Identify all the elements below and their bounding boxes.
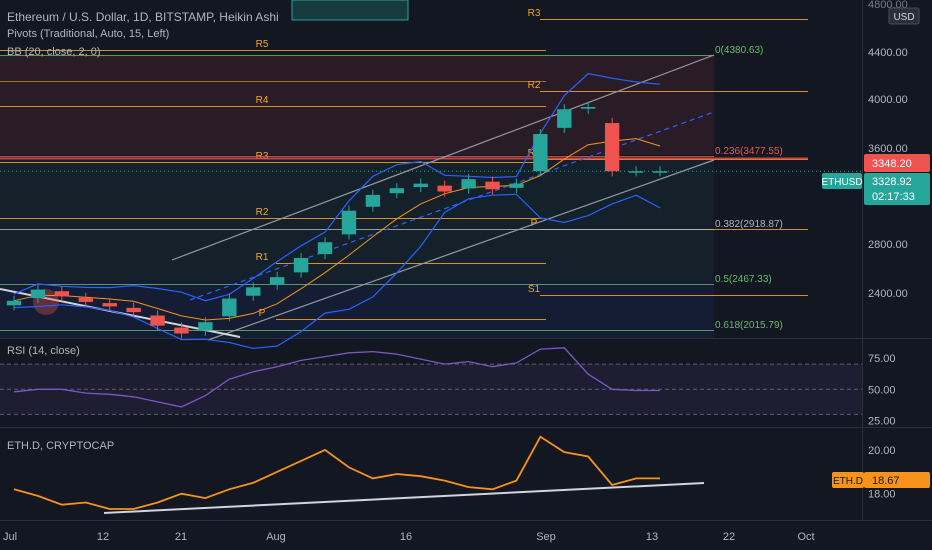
channel-upper-line <box>171 54 715 261</box>
price-axis-tick: 4000.00 <box>868 94 908 106</box>
ethd-value-badge <box>864 472 930 488</box>
fib-zone-lower <box>0 280 714 338</box>
rsi-axis-tick: 50.00 <box>868 384 896 396</box>
time-axis-tick: 13 <box>646 531 658 543</box>
candle-body <box>557 109 572 128</box>
fib-level-label: 0.5(2467.33) <box>715 274 772 285</box>
fib-level-label: 0.382(2918.87) <box>715 219 783 230</box>
alert-price-badge <box>864 154 930 172</box>
rsi-legend[interactable]: RSI (14, close) <box>7 345 80 357</box>
alert-price-label: 3348.20 <box>872 158 912 170</box>
pivots-legend[interactable]: Pivots (Traditional, Auto, 15, Left) <box>7 28 170 40</box>
candle-body <box>54 291 70 297</box>
pivot-label: R1 <box>256 252 269 263</box>
candle-body <box>198 322 213 331</box>
candle-body <box>365 194 381 207</box>
fib-zone-upper <box>0 55 714 155</box>
ticker-badge-label: ETHUSD <box>821 177 862 188</box>
ethd-value-label: 18.67 <box>872 475 900 487</box>
rsi-axis-tick: 25.00 <box>868 416 896 428</box>
pivot-label: R4 <box>256 95 269 106</box>
channel-mid-line <box>189 111 715 301</box>
fib-zone-middle <box>0 160 714 280</box>
candle-body <box>581 107 596 109</box>
candle-body <box>509 183 524 188</box>
top-highlight-box <box>291 0 409 21</box>
candle-body <box>317 242 333 255</box>
rsi-axis-tick: 75.00 <box>868 353 896 365</box>
candle-body <box>78 297 93 302</box>
time-axis-tick: Jul <box>3 531 17 543</box>
time-axis-tick: 22 <box>723 531 735 543</box>
price-axis-tick-partial: 4800.00 <box>868 0 908 11</box>
bb-upper-line <box>13 73 661 302</box>
bb-lower-line <box>13 193 661 350</box>
pivot-label: S1 <box>528 284 541 295</box>
last-price-badge <box>864 173 930 205</box>
candle-body <box>652 171 668 173</box>
time-axis-tick: 12 <box>97 531 109 543</box>
ticker-badge <box>822 173 862 189</box>
time-axis-tick: Oct <box>797 531 814 543</box>
candle-body <box>389 188 404 194</box>
fib-level-label: 0.236(3477.55) <box>715 146 783 157</box>
ethd-badge <box>832 472 864 488</box>
bb-legend[interactable]: BB (20, close, 2, 0) <box>7 46 101 58</box>
price-axis-tick: 2400.00 <box>868 288 908 300</box>
fib-level-label: 0(4380.63) <box>715 45 763 56</box>
candle-body <box>485 181 500 190</box>
fib-level-label: 0.618(2015.79) <box>715 320 783 331</box>
time-axis-tick: Sep <box>536 531 556 543</box>
candle-body <box>102 303 117 307</box>
candle-body <box>628 171 644 173</box>
candle-body <box>174 327 189 334</box>
candle-body <box>246 287 261 296</box>
candle-body <box>437 185 452 192</box>
candle-body <box>270 277 285 285</box>
candle-body <box>30 289 46 299</box>
countdown-label: 02:17:33 <box>872 191 915 203</box>
time-axis-tick: 16 <box>400 531 412 543</box>
symbol-legend[interactable]: Ethereum / U.S. Dollar, 1D, BITSTAMP, He… <box>7 10 279 24</box>
ethd-axis-tick: 18.00 <box>868 489 896 501</box>
pivot-label: R5 <box>256 39 269 50</box>
ethd-axis-tick: 20.00 <box>868 445 896 457</box>
rsi-line <box>13 347 660 408</box>
candle-body <box>150 315 165 326</box>
bb-basis-line <box>13 138 661 321</box>
pivot-label: R3 <box>528 8 541 19</box>
ethd-legend[interactable]: ETH.D, CRYPTOCAP <box>7 440 115 452</box>
currency-badge-label: USD <box>893 12 914 23</box>
price-axis-tick: 3600.00 <box>868 143 908 155</box>
time-axis-tick: 21 <box>175 531 187 543</box>
ethd-badge-label: ETH.D <box>833 476 863 487</box>
price-axis-tick: 4400.00 <box>868 47 908 59</box>
candle-body <box>341 210 357 235</box>
pivot-label: P <box>259 308 266 319</box>
candle-body <box>604 123 620 172</box>
currency-badge <box>888 7 920 25</box>
channel-lower-line <box>207 159 715 341</box>
candle-body <box>413 183 428 188</box>
candle-body <box>461 179 476 189</box>
ethd-trendline <box>103 482 705 514</box>
pivot-label: R2 <box>528 80 541 91</box>
time-axis-tick: Aug <box>266 531 286 543</box>
candle-body <box>222 298 237 317</box>
candle-body <box>293 258 309 273</box>
last-price-label: 3328.92 <box>872 176 912 188</box>
price-axis-tick: 2800.00 <box>868 239 908 251</box>
candle-body <box>6 300 22 306</box>
candle-body <box>533 134 548 172</box>
candle-body <box>126 307 141 313</box>
pivot-label: R2 <box>256 207 269 218</box>
ethd-line <box>13 435 660 510</box>
